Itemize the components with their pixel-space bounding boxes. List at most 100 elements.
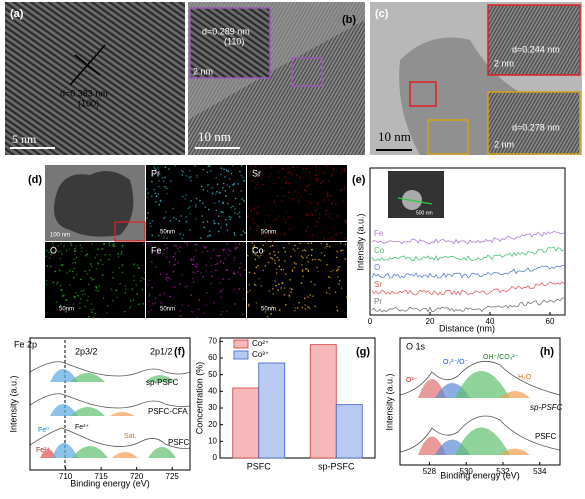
eds-dot — [195, 249, 197, 251]
eds-dot — [112, 271, 115, 274]
fit-component — [70, 373, 105, 382]
eds-dot — [230, 216, 232, 218]
eds-dot — [257, 255, 259, 257]
eds-dot — [304, 308, 307, 310]
eds-dot — [218, 282, 221, 284]
eds-dot — [66, 299, 68, 301]
eds-dot — [203, 226, 205, 229]
eds-dot — [158, 180, 160, 182]
eds-dot — [79, 307, 81, 309]
eds-dot — [287, 167, 289, 169]
eds-dot — [257, 206, 260, 208]
eds-dot — [228, 215, 230, 218]
eds-map — [247, 165, 347, 241]
eds-dot — [248, 175, 251, 177]
eds-dot — [340, 242, 342, 244]
eds-dot — [184, 286, 187, 288]
eds-dot — [269, 252, 271, 255]
eds-dot — [338, 283, 340, 285]
eds-dot — [226, 310, 228, 312]
eds-dot — [211, 275, 213, 278]
eds-dot — [285, 182, 287, 185]
eds-dot — [291, 269, 294, 271]
eds-dot — [214, 222, 216, 225]
eds-dot — [291, 173, 293, 175]
eds-dot — [205, 269, 208, 272]
eds-dot — [247, 216, 249, 218]
eds-dot — [197, 316, 199, 319]
x-tick-label: sp-PSFC — [318, 461, 355, 471]
eds-dot — [88, 269, 91, 271]
eds-dot — [210, 271, 213, 273]
eds-dot — [293, 266, 296, 269]
eds-dot — [307, 269, 309, 272]
eds-dot — [169, 295, 172, 298]
eds-dot — [68, 248, 70, 250]
eds-dot — [90, 303, 93, 305]
eds-dot — [249, 171, 252, 173]
eds-dot — [269, 245, 272, 248]
eds-dot — [254, 254, 257, 256]
panel-label: (b) — [342, 14, 356, 26]
eds-dot — [280, 268, 282, 271]
sample-label: sp-PSFC — [146, 378, 179, 387]
eds-dot — [242, 313, 244, 315]
eds-dot — [223, 168, 225, 170]
eds-dot — [342, 249, 344, 251]
eds-dot — [196, 263, 198, 265]
eds-dot — [329, 213, 331, 215]
eds-dot — [146, 217, 148, 219]
fit-component — [110, 412, 135, 416]
eds-dot — [61, 264, 64, 266]
axis-label: Distance (nm) — [439, 323, 495, 333]
eds-dot — [237, 271, 239, 273]
eds-dot — [262, 183, 264, 186]
eds-dot — [220, 313, 222, 316]
eds-dot — [302, 257, 304, 259]
eds-dot — [181, 174, 184, 176]
eds-dot — [287, 216, 290, 218]
eds-dot — [290, 255, 292, 258]
eds-dot — [338, 266, 341, 268]
eds-dot — [151, 180, 153, 183]
eds-dot — [87, 283, 90, 286]
axes-frame — [29, 337, 191, 471]
eds-dot — [104, 254, 106, 256]
eds-dot — [256, 181, 259, 183]
eds-dot — [122, 263, 124, 266]
y-tick-label: 60 — [208, 353, 217, 362]
eds-dot — [258, 277, 260, 280]
eds-dot — [258, 256, 261, 259]
eds-dot — [206, 190, 209, 192]
eds-dot — [336, 276, 339, 278]
trace-label: Fe — [374, 229, 384, 238]
eds-dot — [189, 170, 191, 172]
eds-dot — [112, 277, 114, 279]
eds-dot — [330, 238, 332, 240]
eds-dot — [233, 259, 235, 261]
eds-dot — [305, 167, 308, 170]
eds-dot — [151, 195, 153, 198]
eds-dot — [215, 193, 217, 195]
eds-dot — [300, 185, 302, 187]
eds-dot — [204, 246, 206, 249]
inset-region — [409, 81, 437, 107]
eds-dot — [338, 280, 341, 282]
eds-dot — [133, 263, 135, 265]
inset-region — [427, 119, 469, 155]
x-tick-label: 528 — [423, 467, 437, 476]
eds-dot — [218, 215, 220, 217]
eds-dot — [240, 174, 242, 176]
eds-dot — [96, 253, 98, 256]
eds-dot — [207, 235, 209, 238]
eds-dot — [156, 253, 159, 256]
eds-dot — [250, 165, 253, 168]
eds-dot — [210, 264, 213, 267]
eds-dot — [212, 249, 215, 251]
eds-dot — [182, 234, 185, 236]
eds-dot — [166, 279, 169, 282]
eds-dot — [165, 210, 167, 213]
eds-dot — [254, 284, 257, 286]
panel-label: (d) — [28, 174, 42, 186]
eds-dot — [200, 271, 202, 274]
